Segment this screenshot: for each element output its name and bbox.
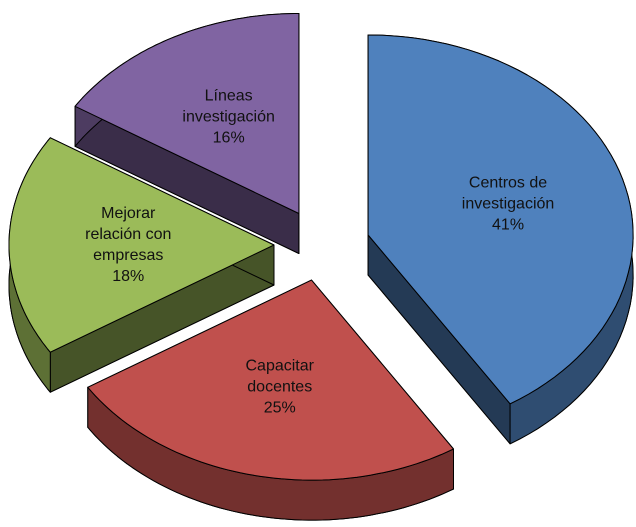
slice-label-value: 25% [263, 399, 296, 417]
slice-label-value: 16% [212, 129, 245, 147]
slice [367, 34, 634, 405]
slice [87, 279, 454, 481]
slice-label: Mejorar relación con empresas 18% [73, 203, 183, 287]
slice-label: Líneas investigación 16% [174, 86, 284, 149]
slice-label: Capacitar docentes 25% [235, 356, 325, 419]
slice-label-category: Capacitar docentes [245, 357, 314, 396]
slice-label-value: 18% [112, 268, 145, 285]
slice-label-category: Mejorar relación con empresas [85, 205, 172, 264]
slice-label-value: 41% [492, 216, 525, 234]
slice [74, 13, 300, 214]
slice-label-category: Líneas investigación [182, 87, 275, 126]
slice-label: Centros de investigación 41% [448, 173, 568, 236]
slice-label-category: Centros de investigación [461, 174, 555, 213]
slice [8, 137, 275, 353]
